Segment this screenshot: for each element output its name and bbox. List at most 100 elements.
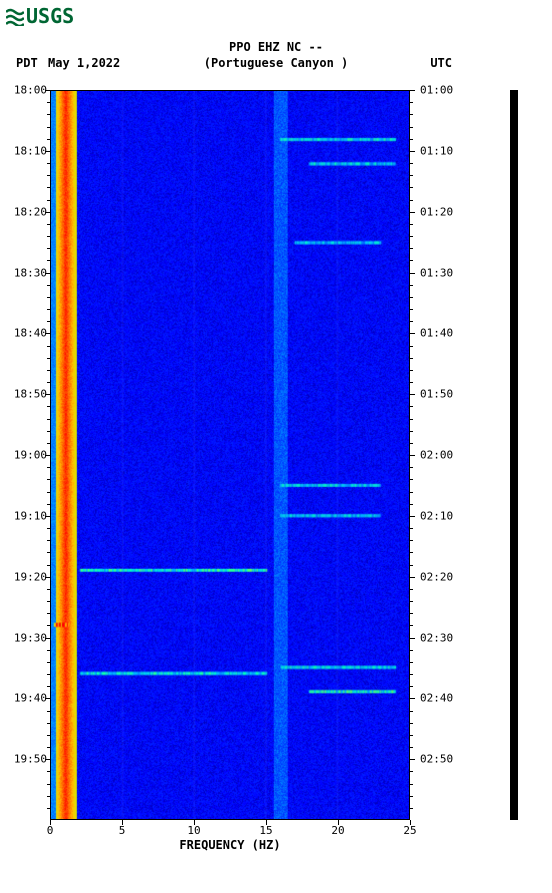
left-tick-mark xyxy=(45,759,50,760)
left-minor-tick xyxy=(47,102,50,103)
right-minor-tick xyxy=(410,285,413,286)
left-minor-tick xyxy=(47,479,50,480)
right-time-tick: 02:50 xyxy=(420,753,453,766)
x-tick-mark xyxy=(194,820,195,825)
left-time-tick: 18:30 xyxy=(14,266,47,279)
left-minor-tick xyxy=(47,346,50,347)
left-minor-tick xyxy=(47,297,50,298)
right-minor-tick xyxy=(410,504,413,505)
right-minor-tick xyxy=(410,321,413,322)
right-time-tick: 02:30 xyxy=(420,631,453,644)
right-minor-tick xyxy=(410,686,413,687)
left-minor-tick xyxy=(47,187,50,188)
left-time-tick: 18:20 xyxy=(14,205,47,218)
right-minor-tick xyxy=(410,784,413,785)
left-tick-mark xyxy=(45,638,50,639)
left-tick-mark xyxy=(45,394,50,395)
right-minor-tick xyxy=(410,419,413,420)
left-minor-tick xyxy=(47,723,50,724)
left-time-tick: 18:10 xyxy=(14,144,47,157)
left-minor-tick xyxy=(47,467,50,468)
right-time-tick: 01:10 xyxy=(420,144,453,157)
right-minor-tick xyxy=(410,540,413,541)
left-minor-tick xyxy=(47,589,50,590)
left-minor-tick xyxy=(47,552,50,553)
right-time-tick: 02:40 xyxy=(420,692,453,705)
left-time-tick: 19:00 xyxy=(14,449,47,462)
header-station-code: PPO EHZ NC -- xyxy=(0,40,552,54)
left-minor-tick xyxy=(47,747,50,748)
left-time-tick: 18:50 xyxy=(14,388,47,401)
left-tick-mark xyxy=(45,212,50,213)
right-minor-tick xyxy=(410,528,413,529)
left-tick-mark xyxy=(45,516,50,517)
left-time-tick: 18:00 xyxy=(14,84,47,97)
right-minor-tick xyxy=(410,224,413,225)
right-minor-tick xyxy=(410,358,413,359)
right-tick-mark xyxy=(410,90,415,91)
left-tick-mark xyxy=(45,90,50,91)
right-minor-tick xyxy=(410,467,413,468)
left-minor-tick xyxy=(47,784,50,785)
x-axis-label: FREQUENCY (HZ) xyxy=(50,838,410,852)
right-minor-tick xyxy=(410,771,413,772)
spectrogram-canvas xyxy=(51,91,409,819)
right-tick-mark xyxy=(410,212,415,213)
right-tick-mark xyxy=(410,759,415,760)
left-minor-tick xyxy=(47,370,50,371)
left-minor-tick xyxy=(47,674,50,675)
right-minor-tick xyxy=(410,650,413,651)
right-minor-tick xyxy=(410,601,413,602)
right-minor-tick xyxy=(410,723,413,724)
right-minor-tick xyxy=(410,260,413,261)
spectrogram-plot xyxy=(50,90,410,820)
right-tick-mark xyxy=(410,151,415,152)
left-minor-tick xyxy=(47,625,50,626)
x-tick-mark xyxy=(266,820,267,825)
right-tick-mark xyxy=(410,394,415,395)
left-minor-tick xyxy=(47,431,50,432)
left-tick-mark xyxy=(45,577,50,578)
left-minor-tick xyxy=(47,686,50,687)
x-tick-label: 5 xyxy=(119,824,126,837)
left-minor-tick xyxy=(47,540,50,541)
right-minor-tick xyxy=(410,102,413,103)
left-tick-mark xyxy=(45,698,50,699)
left-minor-tick xyxy=(47,735,50,736)
right-tick-mark xyxy=(410,638,415,639)
usgs-logo: USGS xyxy=(6,4,74,28)
right-tick-mark xyxy=(410,698,415,699)
right-minor-tick xyxy=(410,114,413,115)
x-tick-label: 0 xyxy=(47,824,54,837)
right-minor-tick xyxy=(410,613,413,614)
left-minor-tick xyxy=(47,796,50,797)
right-time-tick: 01:40 xyxy=(420,327,453,340)
right-minor-tick xyxy=(410,565,413,566)
right-minor-tick xyxy=(410,625,413,626)
left-minor-tick xyxy=(47,224,50,225)
left-minor-tick xyxy=(47,114,50,115)
right-minor-tick xyxy=(410,370,413,371)
left-minor-tick xyxy=(47,321,50,322)
pdt-label: PDT xyxy=(16,56,38,70)
right-minor-tick xyxy=(410,382,413,383)
left-minor-tick xyxy=(47,711,50,712)
right-tick-mark xyxy=(410,577,415,578)
right-minor-tick xyxy=(410,236,413,237)
right-minor-tick xyxy=(410,796,413,797)
right-minor-tick xyxy=(410,127,413,128)
left-minor-tick xyxy=(47,492,50,493)
left-time-tick: 19:10 xyxy=(14,509,47,522)
left-minor-tick xyxy=(47,260,50,261)
utc-label: UTC xyxy=(430,56,452,70)
x-tick-label: 25 xyxy=(403,824,416,837)
left-time-tick: 19:40 xyxy=(14,692,47,705)
date-label: May 1,2022 xyxy=(48,56,120,70)
right-time-tick: 02:00 xyxy=(420,449,453,462)
right-minor-tick xyxy=(410,674,413,675)
left-minor-tick xyxy=(47,127,50,128)
right-minor-tick xyxy=(410,479,413,480)
left-minor-tick xyxy=(47,406,50,407)
left-minor-tick xyxy=(47,504,50,505)
left-minor-tick xyxy=(47,175,50,176)
